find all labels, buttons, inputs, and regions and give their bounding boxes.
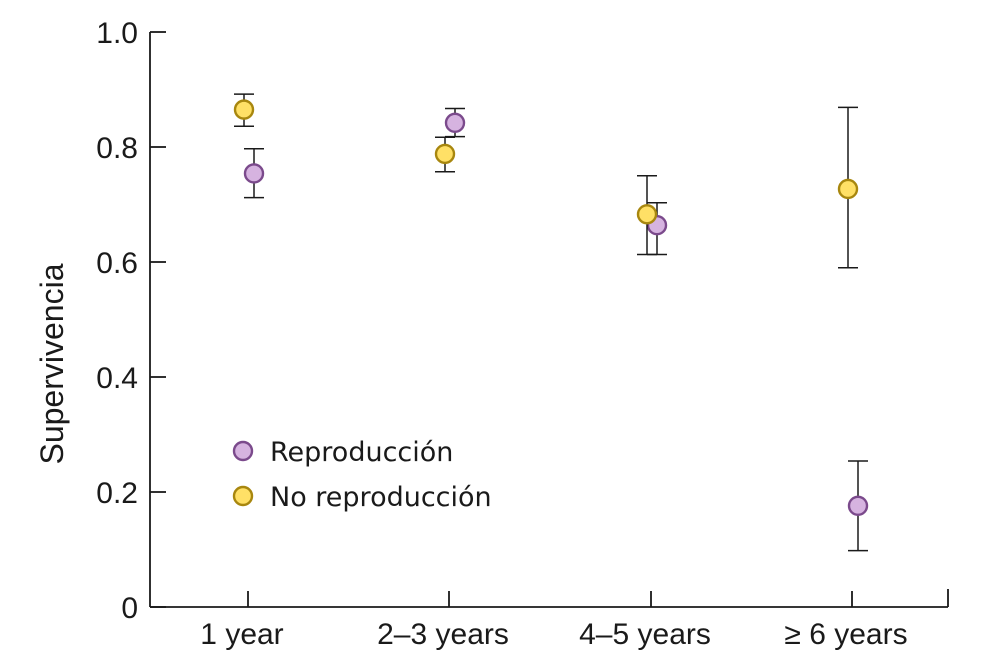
data-point — [434, 143, 456, 165]
data-point — [243, 163, 265, 184]
x-tick-label: 1 year — [200, 618, 283, 651]
y-tick-label: 0.8 — [96, 132, 138, 165]
x-tick-label: ≥ 6 years — [784, 618, 907, 651]
legend-marker — [232, 440, 254, 462]
y-ticks: 0 0.2 0.4 0.6 0.8 1.0 — [96, 17, 166, 625]
data-point — [636, 204, 658, 225]
legend: Reproducción No reproducción — [232, 437, 492, 513]
data-point — [837, 178, 859, 200]
series-1 — [233, 93, 859, 269]
legend-label: Reproducción — [270, 437, 453, 468]
y-tick-label: 1.0 — [96, 17, 138, 50]
x-tick-label: 4–5 years — [579, 618, 711, 651]
y-tick-label: 0.6 — [96, 247, 138, 280]
data-point — [847, 495, 869, 516]
x-tick-label: 2–3 years — [377, 618, 509, 651]
y-axis-title: Supervivencia — [34, 263, 70, 464]
data-marks — [233, 93, 869, 552]
data-point — [233, 99, 255, 120]
legend-marker — [232, 485, 254, 507]
y-tick-label: 0.2 — [96, 477, 138, 510]
legend-label: No reproducción — [270, 482, 492, 513]
data-point — [444, 112, 466, 134]
y-tick-label: 0 — [121, 592, 138, 625]
y-tick-label: 0.4 — [96, 362, 138, 395]
x-ticks: 1 year 2–3 years 4–5 years ≥ 6 years — [200, 591, 908, 651]
axes — [149, 32, 949, 608]
